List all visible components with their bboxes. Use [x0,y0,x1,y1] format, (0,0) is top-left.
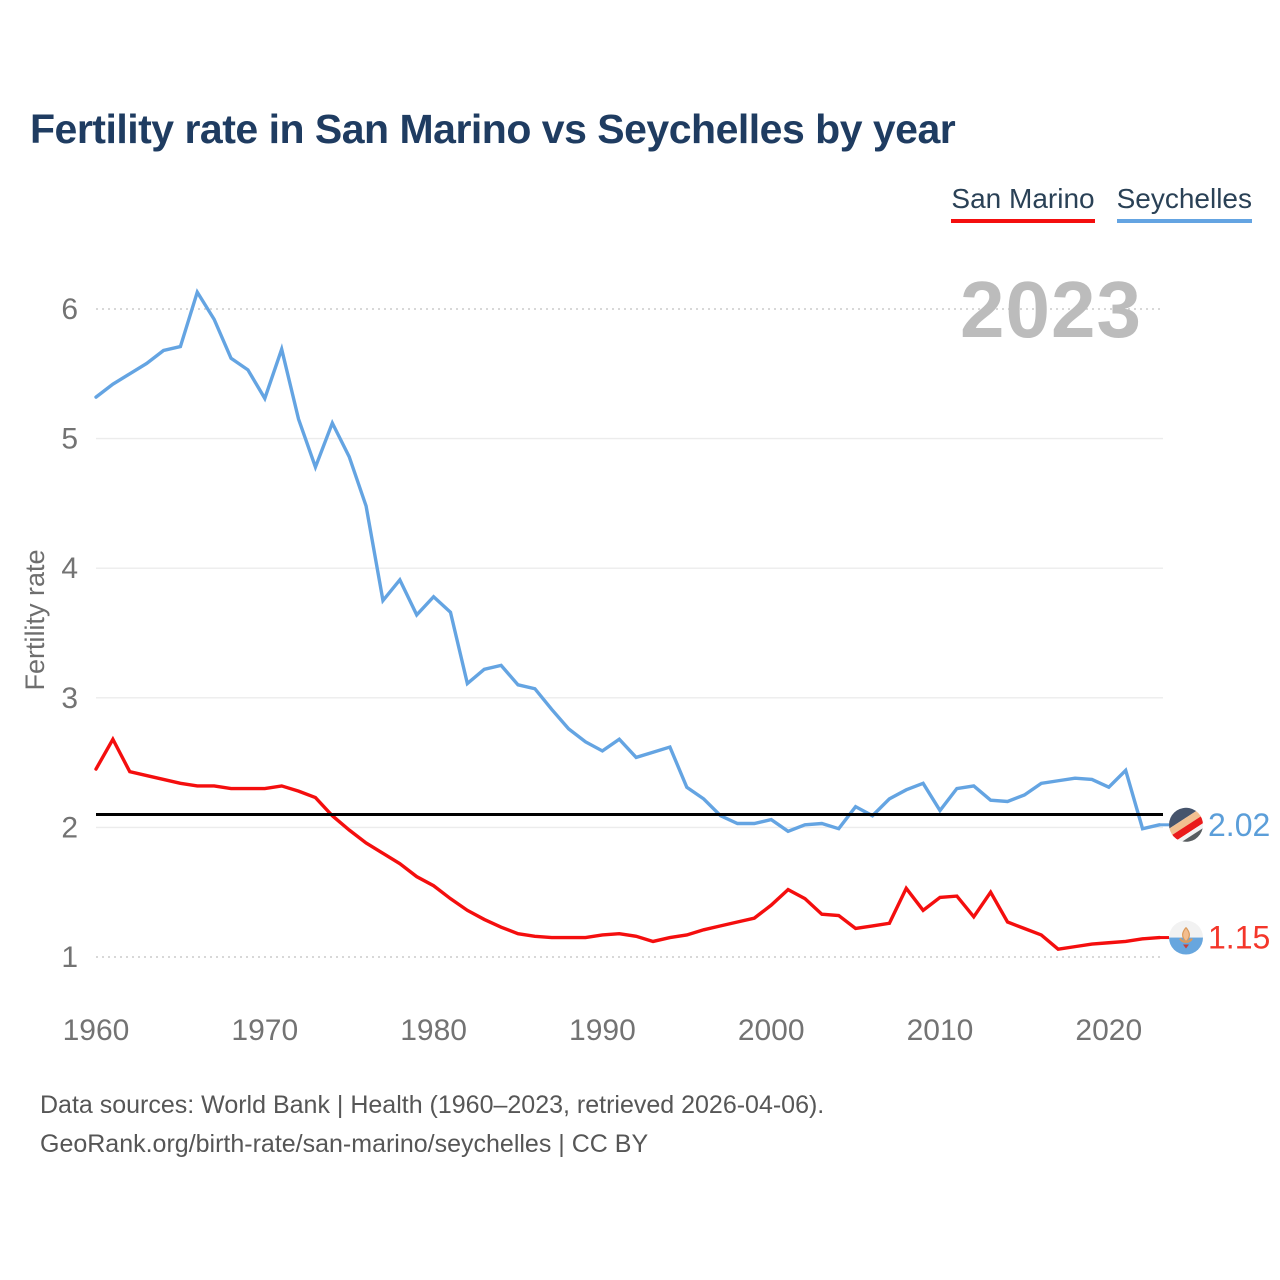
year-watermark: 2023 [960,265,1142,354]
legend-item-san-marino[interactable]: San Marino [951,183,1095,223]
y-tick-label-3: 3 [61,682,78,715]
x-tick-label-1990: 1990 [569,1014,636,1047]
x-tick-label-1980: 1980 [400,1014,467,1047]
x-tick-label-2020: 2020 [1075,1014,1142,1047]
page-title: Fertility rate in San Marino vs Seychell… [30,106,956,152]
series-line-san-marino [94,735,1162,952]
footer-attribution: Data sources: World Bank | Health (1960–… [40,1086,824,1164]
end-value-label-seychelles: 2.02 [1208,807,1270,843]
legend: San Marino Seychelles [951,183,1252,223]
legend-item-seychelles[interactable]: Seychelles [1116,183,1252,223]
x-tick-label-1960: 1960 [63,1014,130,1047]
y-tick-label-5: 5 [61,423,78,456]
x-tick-label-2000: 2000 [738,1014,805,1047]
end-value-label-san-marino: 1.15 [1208,920,1270,956]
y-tick-label-2: 2 [61,811,78,844]
y-axis-title: Fertility rate [20,549,50,690]
san-marino-flag-icon [1169,920,1203,955]
footer-sources-line: Data sources: World Bank | Health (1960–… [40,1091,825,1119]
y-tick-label-4: 4 [61,552,78,585]
series-line-seychelles [94,288,1162,834]
y-tick-label-1: 1 [61,941,78,974]
footer-url-line: GeoRank.org/birth-rate/san-marino/seyche… [40,1130,649,1158]
y-tick-label-6: 6 [61,293,78,326]
x-tick-label-2010: 2010 [907,1014,974,1047]
x-tick-label-1970: 1970 [231,1014,298,1047]
